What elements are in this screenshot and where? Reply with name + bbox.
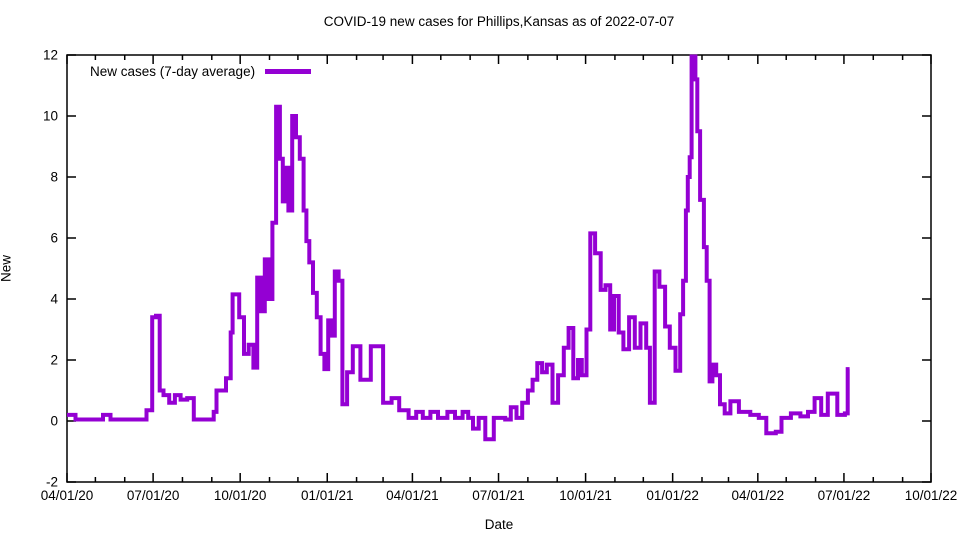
x-tick-label: 07/01/20 — [127, 488, 180, 503]
x-tick-label: 01/01/21 — [301, 488, 354, 503]
x-tick-label: 04/01/22 — [732, 488, 785, 503]
x-axis-label: Date — [484, 517, 514, 532]
y-tick-label: 10 — [43, 109, 58, 124]
y-tick-label: -2 — [46, 475, 58, 490]
x-tick-label: 10/01/21 — [559, 488, 612, 503]
x-tick-label: 07/01/21 — [472, 488, 525, 503]
chart-title: COVID-19 new cases for Phillips,Kansas a… — [323, 14, 675, 29]
x-tick-label: 10/01/20 — [214, 488, 267, 503]
y-tick-label: 2 — [50, 353, 58, 368]
x-tick-label: 04/01/21 — [386, 488, 439, 503]
y-tick-label: 12 — [43, 48, 58, 63]
legend-label: New cases (7-day average) — [90, 64, 256, 79]
y-tick-label: 0 — [50, 414, 58, 429]
x-tick-label: 10/01/22 — [905, 488, 958, 503]
x-tick-label: 07/01/22 — [818, 488, 871, 503]
legend-line-sample — [265, 69, 312, 74]
x-tick-label: 04/01/20 — [41, 488, 94, 503]
y-tick-label: 4 — [50, 292, 58, 307]
y-tick-label: 6 — [50, 231, 58, 246]
x-tick-label: 01/01/22 — [646, 488, 699, 503]
data-line — [67, 54, 850, 442]
y-tick-label: 8 — [50, 170, 58, 185]
legend: New cases (7-day average) — [90, 64, 312, 79]
